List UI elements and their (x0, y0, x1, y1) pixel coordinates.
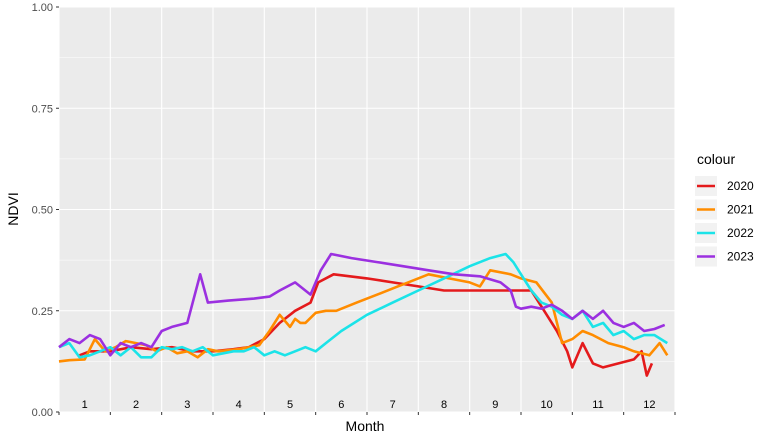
month-label: 3 (184, 399, 190, 411)
month-label: 11 (592, 399, 603, 411)
month-label: 10 (541, 399, 553, 411)
x-axis: 1 2 3 4 5 6 7 8 9 10 11 12 (58, 399, 676, 415)
y-tick-label: 0.25 (32, 306, 53, 318)
y-tick-label: 1.00 (32, 2, 53, 14)
legend-label-2020: 2020 (727, 179, 754, 193)
x-axis-title: Month (346, 418, 385, 434)
legend-label-2021: 2021 (727, 203, 754, 217)
month-label: 2 (133, 399, 139, 411)
legend-title: colour (697, 151, 735, 167)
series-line-2023 (58, 252, 666, 357)
y-tick-label: 0.00 (32, 407, 53, 419)
month-label: 7 (390, 399, 396, 411)
month-label: 9 (492, 399, 498, 411)
y-tick-label: 0.50 (32, 205, 53, 217)
month-label: 12 (643, 399, 655, 411)
month-label: 4 (236, 399, 242, 411)
y-tick-label: 0.75 (32, 103, 53, 115)
month-label: 6 (338, 399, 344, 411)
legend-label-2023: 2023 (727, 250, 754, 264)
y-axis-title: NDVI (5, 192, 21, 225)
series-lines (58, 252, 669, 377)
y-axis: 0.00 0.25 0.50 0.75 1.00 (32, 2, 59, 419)
month-label: 8 (441, 399, 447, 411)
legend-label-2022: 2022 (727, 226, 754, 240)
month-label: 5 (287, 399, 293, 411)
legend: colour 2020 2021 2022 2023 (695, 151, 754, 267)
month-label: 1 (82, 399, 88, 411)
